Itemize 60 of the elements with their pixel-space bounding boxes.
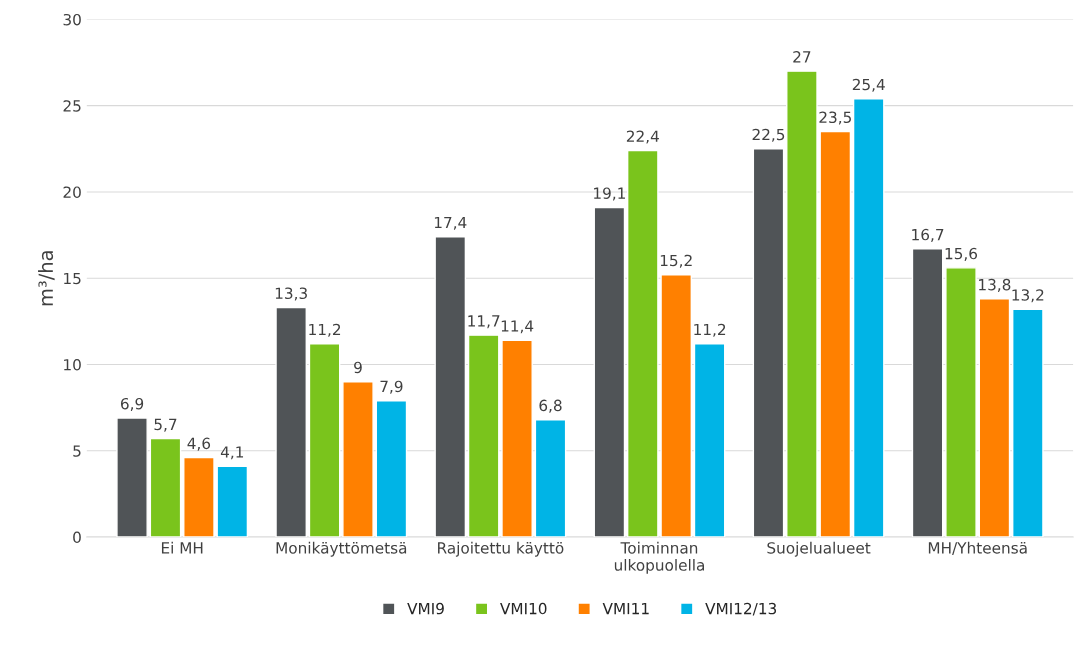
x-tick-label: MH/Yhteensä [928,541,1027,555]
bar [375,400,408,538]
data-label: 11,7 [468,315,500,329]
bar [945,267,977,538]
bar [275,306,307,538]
data-label: 23,5 [819,111,851,125]
y-tick-label: 20 [63,186,81,198]
legend-label: VMI10 [500,602,547,615]
y-tick-label: 0 [73,531,81,544]
data-label: 19,1 [594,187,625,201]
y-tick-label: 5 [73,445,81,457]
data-label: 7,9 [380,380,403,394]
x-tick-label: Ei MH [161,541,203,554]
y-tick-label: 25 [63,100,81,112]
x-tick-label: Monikäyttömetsä [276,541,407,557]
x-tick-label: Suojelualueet [767,541,871,557]
bar [1012,308,1044,538]
bar [911,248,944,538]
data-label: 22,4 [626,130,659,144]
data-label: 13,3 [275,287,307,301]
data-label: 22,5 [752,128,785,142]
bar [149,437,182,538]
data-label: 4,6 [187,437,211,451]
bar [978,298,1011,538]
data-label: 25,4 [852,78,885,92]
bar [693,343,726,538]
data-label: 6,9 [120,397,144,412]
data-label: 13,2 [1012,289,1044,303]
data-label: 5,7 [154,418,177,432]
y-axis-title: m³/ha [38,251,55,306]
bar [852,98,885,538]
x-tick-label: Toiminnan ulkopuolella [614,541,704,574]
bar [434,236,467,538]
bar [308,343,341,538]
data-label: 4,1 [220,446,244,460]
data-label: 11,2 [309,323,341,337]
x-tick-label: Rajoitettu käyttö [438,541,564,557]
legend-label: VMI12/13 [705,602,777,616]
bar [467,334,500,538]
data-label: 6,8 [539,399,562,413]
y-tick-label: 10 [64,358,81,371]
data-label: 13,8 [979,278,1011,292]
data-label: 11,4 [501,320,534,334]
y-tick-label: 15 [64,272,81,285]
bar [342,381,374,538]
bar [116,417,148,538]
data-label: 11,2 [694,323,726,337]
data-label: 9 [354,361,362,374]
data-label: 16,7 [912,228,944,242]
bar [593,206,626,538]
data-label: 15,6 [945,247,978,261]
bar [752,148,785,538]
y-tick-label: 30 [63,13,81,26]
bar [501,339,533,538]
data-label: 17,4 [434,216,467,230]
data-label: 15,2 [660,254,692,268]
bar [534,418,567,538]
legend-label: VMI11 [602,602,649,615]
data-label: 27 [793,51,811,63]
legend-label: VMI9 [407,602,444,615]
